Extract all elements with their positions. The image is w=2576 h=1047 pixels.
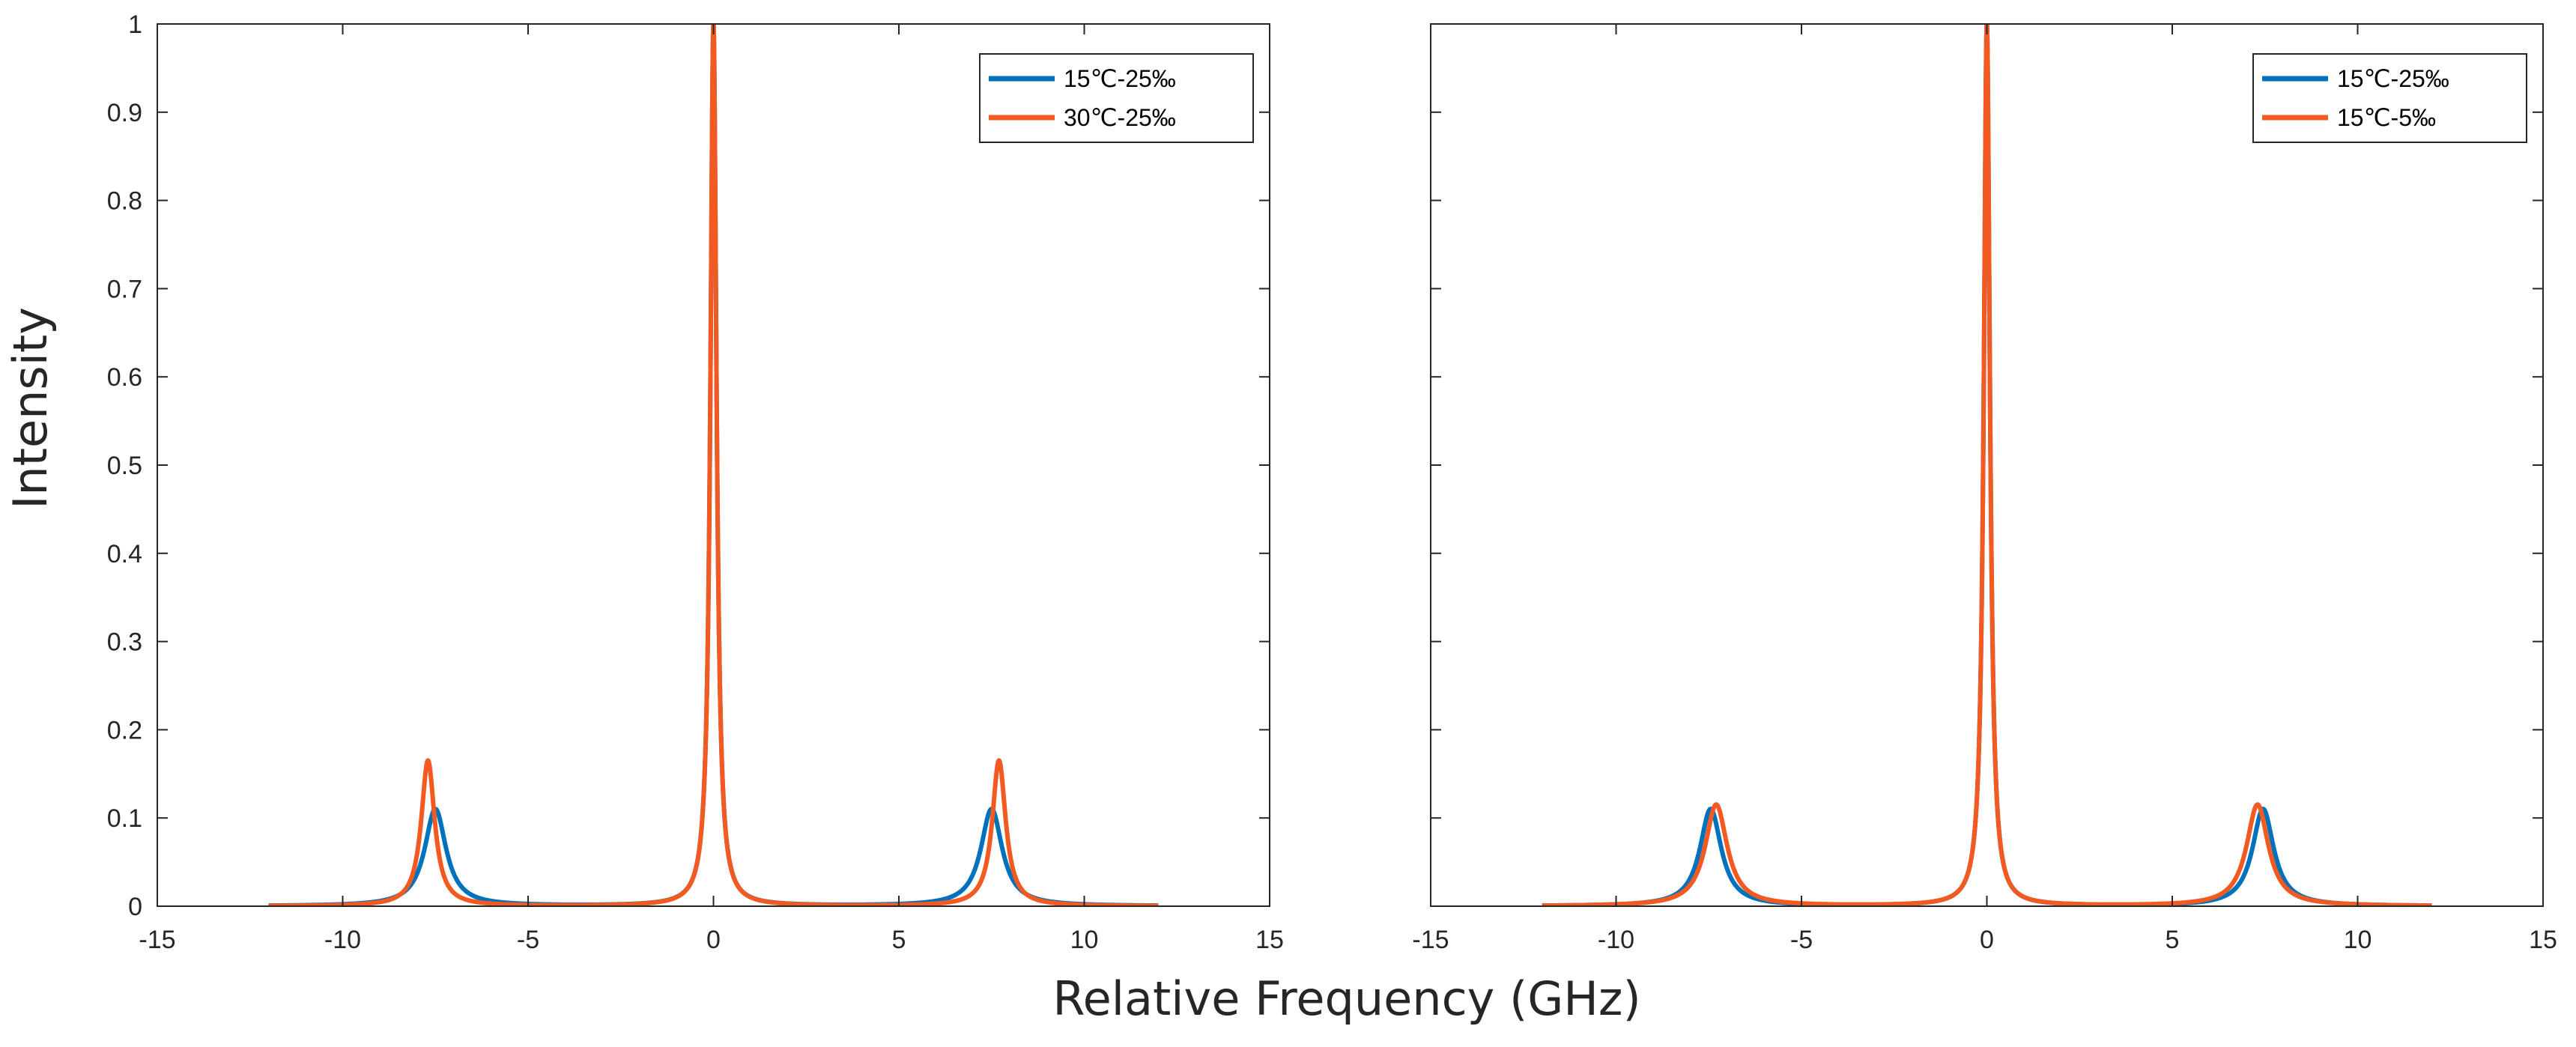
- x-tick-label: 15: [2529, 926, 2557, 954]
- y-tick-label: 0.5: [107, 452, 142, 480]
- y-tick-label: 0.8: [107, 187, 142, 216]
- series-line-1: [1539, 24, 2434, 906]
- legend: 15℃-25‰ 15℃-5‰: [2252, 53, 2527, 143]
- x-tick-label: 15: [1255, 926, 1284, 954]
- series-line-2: [1539, 24, 2434, 906]
- x-tick-label: -5: [1790, 926, 1813, 954]
- panel-2: -15 -10 -5 0 5 10 15 15℃-25‰ 15℃-5‰: [1412, 23, 2557, 954]
- x-tick-label: 5: [2166, 926, 2180, 954]
- x-tick-label: 10: [2344, 926, 2372, 954]
- y-tick-label: 0.2: [107, 716, 142, 744]
- x-tick-label: 0: [1980, 926, 1994, 954]
- y-tick-label: 0.1: [107, 804, 142, 833]
- panel-1: -15 -10 -5 0 5 10 15 0 0.1 0.2 0.3 0.4 0.5 0.6 0.7 0.8 0…: [107, 10, 1284, 954]
- y-tick-label: 0: [128, 893, 142, 921]
- x-tick-label: -15: [1412, 926, 1449, 954]
- x-tick-label: 10: [1070, 926, 1099, 954]
- series-line-1: [266, 24, 1161, 906]
- legend-box: [2252, 53, 2527, 143]
- legend-box: [979, 53, 1254, 143]
- x-tick-label: -5: [517, 926, 539, 954]
- legend-label: 15℃-25‰: [2337, 65, 2449, 92]
- y-tick-label: 0.7: [107, 275, 142, 303]
- x-tick-label: 0: [706, 926, 721, 954]
- legend-label: 15℃-5‰: [2337, 104, 2436, 131]
- y-tick-label: 0.9: [107, 99, 142, 127]
- y-axis-label: Intensity: [3, 307, 58, 509]
- legend-label: 30℃-25‰: [1064, 104, 1176, 131]
- x-axis-label: Relative Frequency (GHz): [1052, 971, 1640, 1026]
- x-tick-label: -10: [324, 926, 361, 954]
- legend: 15℃-25‰ 30℃-25‰: [979, 53, 1254, 143]
- y-tick-label: 0.4: [107, 540, 142, 568]
- y-tick-label: 0.3: [107, 628, 142, 657]
- x-tick-label: -10: [1598, 926, 1634, 954]
- y-tick-label: 1: [128, 10, 142, 39]
- x-tick-label: -15: [139, 926, 175, 954]
- y-tick-label: 0.6: [107, 363, 142, 392]
- series-line-2: [266, 24, 1161, 906]
- legend-label: 15℃-25‰: [1064, 65, 1176, 92]
- x-tick-label: 5: [892, 926, 906, 954]
